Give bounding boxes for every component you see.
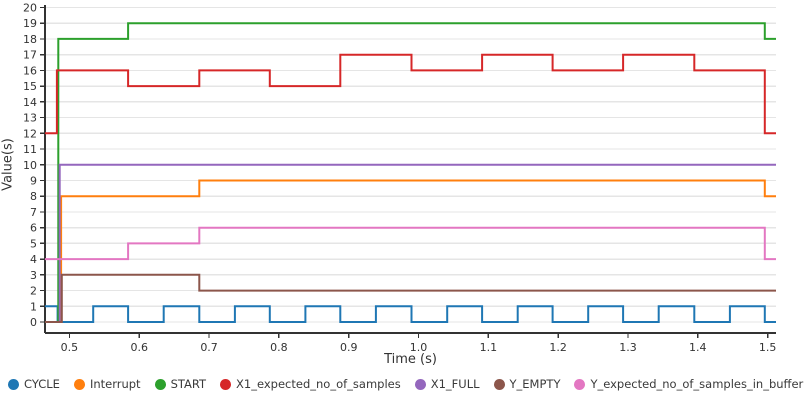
- y-tick-label: 12: [23, 127, 37, 140]
- legend-item-CYCLE[interactable]: CYCLE: [8, 377, 60, 391]
- y-tick-label: 10: [23, 159, 37, 172]
- x-tick-label: 1.1: [480, 341, 498, 354]
- x-tick-label: 0.6: [131, 341, 149, 354]
- series-Interrupt: [45, 179, 776, 323]
- x-tick-label: 0.5: [61, 341, 79, 354]
- legend-item-X1_expected_no_of_samples[interactable]: X1_expected_no_of_samples: [220, 377, 401, 391]
- y-tick-label: 14: [23, 96, 37, 109]
- legend-swatch: [8, 378, 19, 390]
- series-X1_expected_no_of_samples: [45, 53, 776, 135]
- legend-item-X1_FULL[interactable]: X1_FULL: [414, 377, 480, 391]
- legend: CYCLE Interrupt START X1_expected_no_of_sam…: [8, 377, 804, 391]
- y-tick-label: 19: [23, 17, 37, 30]
- x-tick-label: 1.3: [619, 341, 637, 354]
- series-Y_expected_no_of_samples_in_buffer: [45, 226, 776, 261]
- y-tick-label: 5: [30, 237, 37, 250]
- y-tick-label: 0: [30, 316, 37, 329]
- legend-swatch: [73, 378, 85, 390]
- legend-swatch: [220, 378, 232, 390]
- legend-label: CYCLE: [24, 377, 60, 391]
- y-tick-label: 16: [23, 64, 37, 77]
- x-tick-label: 0.8: [270, 341, 288, 354]
- legend-swatch: [574, 378, 586, 390]
- x-tick-label: 0.9: [340, 341, 358, 354]
- y-tick-label: 15: [23, 80, 37, 93]
- series-START: [45, 22, 776, 323]
- x-tick-label: 0.7: [200, 341, 218, 354]
- legend-swatch: [154, 378, 166, 390]
- legend-swatch: [414, 378, 426, 390]
- legend-swatch: [493, 378, 505, 390]
- legend-item-Y_expected_no_of_samples_in_buffer[interactable]: Y_expected_no_of_samples_in_buffer: [574, 377, 803, 391]
- y-tick-label: 18: [23, 33, 37, 46]
- y-tick-label: 4: [30, 253, 37, 266]
- series-CYCLE: [45, 305, 776, 323]
- y-tick-label: 9: [30, 174, 37, 187]
- legend-label: X1_expected_no_of_samples: [236, 377, 401, 391]
- y-tick-label: 6: [30, 222, 37, 235]
- legend-label: Interrupt: [89, 377, 141, 391]
- x-tick-label: 1.5: [759, 341, 777, 354]
- x-axis-title: Time (s): [384, 352, 437, 367]
- series-Y_EMPTY: [45, 273, 776, 323]
- y-tick-label: 2: [30, 285, 37, 298]
- legend-label: Y_EMPTY: [509, 377, 561, 391]
- x-tick-label: 1.2: [549, 341, 567, 354]
- y-tick-label: 20: [23, 2, 37, 15]
- y-tick-label: 7: [30, 206, 37, 219]
- legend-label: X1_FULL: [430, 377, 480, 391]
- x-tick-label: 1.4: [689, 341, 707, 354]
- y-tick-label: 1: [30, 300, 37, 313]
- y-tick-label: 8: [30, 190, 37, 203]
- y-tick-label: 13: [23, 112, 37, 125]
- legend-item-Y_EMPTY[interactable]: Y_EMPTY: [493, 377, 561, 391]
- y-axis-title: Value(s): [0, 138, 16, 191]
- legend-item-Interrupt[interactable]: Interrupt: [73, 377, 141, 391]
- y-tick-label: 3: [30, 269, 37, 282]
- y-tick-label: 17: [23, 49, 37, 62]
- legend-label: Y_expected_no_of_samples_in_buffer: [590, 377, 804, 391]
- y-tick-label: 11: [23, 143, 37, 156]
- x-tick-label: 1.0: [410, 341, 428, 354]
- legend-item-START[interactable]: START: [154, 377, 207, 391]
- legend-label: START: [170, 377, 207, 391]
